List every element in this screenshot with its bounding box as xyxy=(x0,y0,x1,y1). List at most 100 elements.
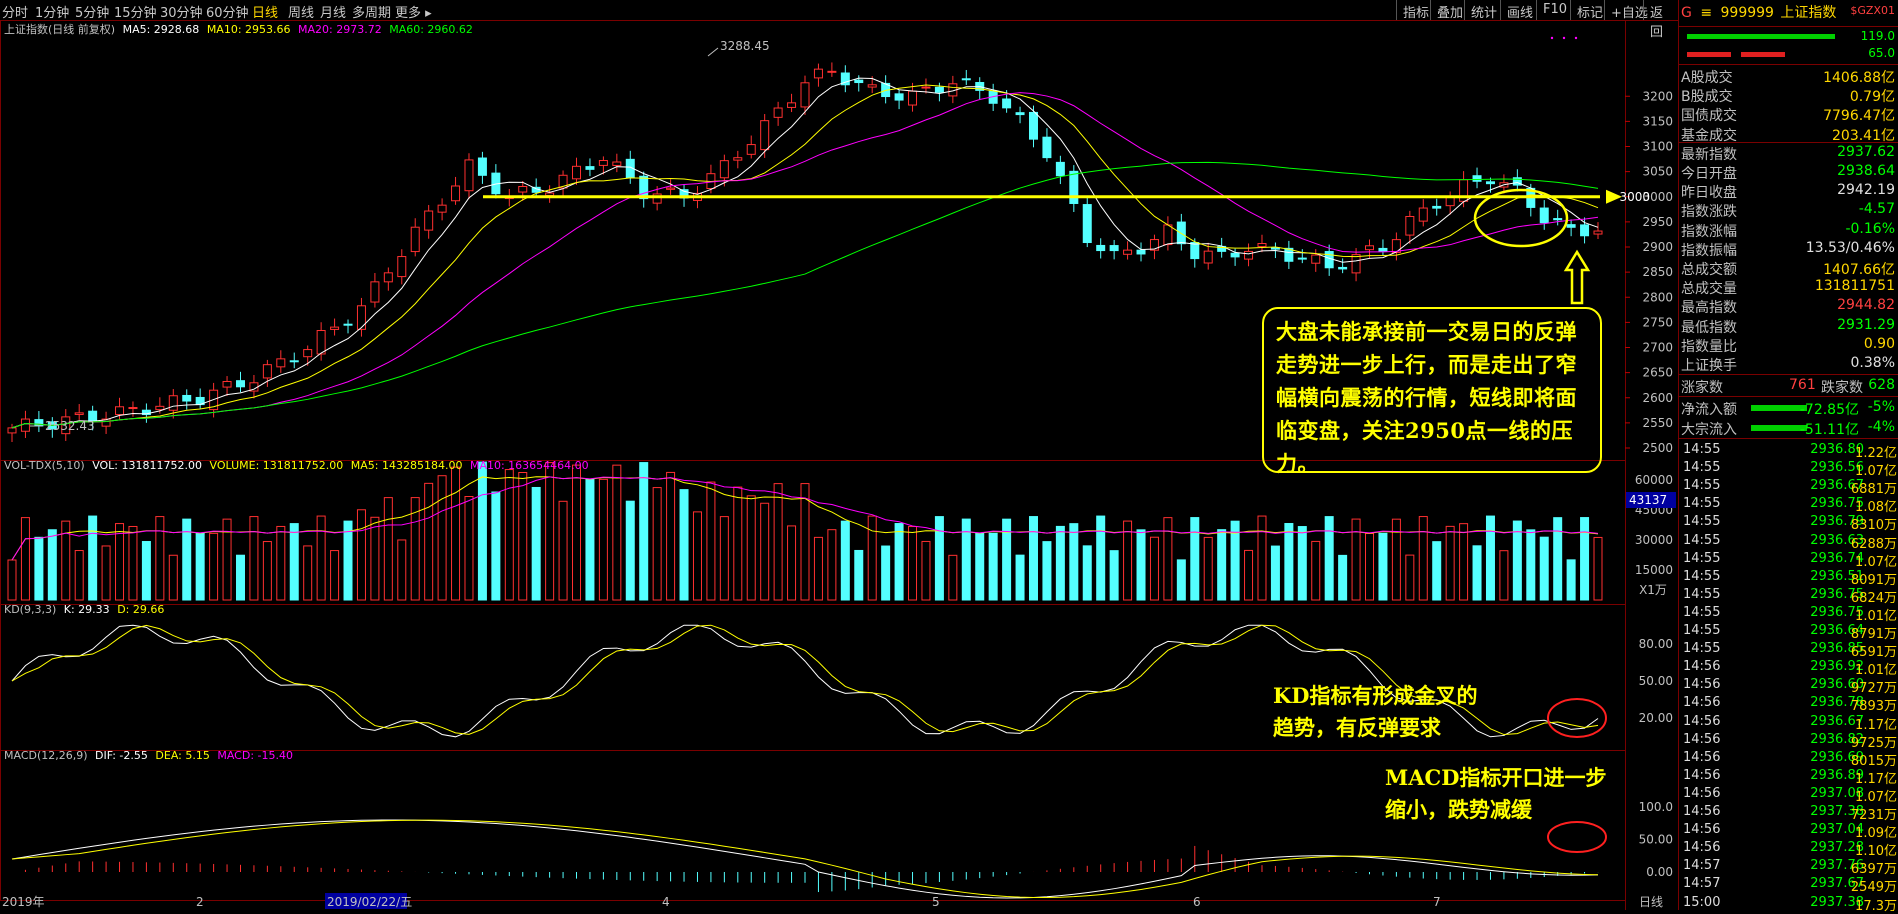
block-inflow-label: 大宗流入 xyxy=(1681,422,1737,438)
quote-label: 上证换手 xyxy=(1681,358,1737,374)
toolbar-right-2[interactable]: 统计 xyxy=(1464,0,1503,21)
quote-label: 指数涨跌 xyxy=(1681,204,1737,221)
volume-bar xyxy=(652,487,662,601)
candle-body xyxy=(1203,250,1213,264)
macd-axis-label: 50.00 xyxy=(1639,833,1673,847)
tick-time: 14:55 xyxy=(1683,550,1721,566)
candle-body xyxy=(235,380,245,388)
quote-label: B股成交 xyxy=(1681,89,1733,106)
toolbar-item-1[interactable]: 1分钟 xyxy=(35,6,70,21)
price-axis-label: 2650 xyxy=(1642,366,1673,380)
volume-bar xyxy=(840,520,850,601)
volume-bar xyxy=(1230,520,1240,601)
k-value: K: 29.33 xyxy=(63,603,110,616)
volume-bar xyxy=(531,486,541,601)
tick-price: 2937.38 xyxy=(1810,804,1864,819)
toolbar-item-8[interactable]: 月线 xyxy=(320,6,347,21)
toolbar-right-5[interactable]: 标记 xyxy=(1570,0,1609,21)
ma10-line xyxy=(11,84,1599,429)
candle-body xyxy=(477,157,487,176)
tick-row: 14:56 2936.60 9727万 xyxy=(1679,676,1898,696)
quote-label: 基金成交 xyxy=(1681,127,1737,144)
toolbar-item-7[interactable]: 周线 xyxy=(288,6,315,21)
tick-volume: 6881万 xyxy=(1850,482,1897,498)
candle-body xyxy=(1418,207,1428,222)
candle-body xyxy=(1472,175,1482,182)
volume-bar xyxy=(1418,516,1428,601)
tick-volume: 1.09亿 xyxy=(1855,826,1897,842)
sell-strength-bar-1 xyxy=(1687,52,1731,57)
quote-label: 最低指数 xyxy=(1681,319,1737,336)
volume-bar xyxy=(47,529,57,601)
price-axis-label: 2500 xyxy=(1642,441,1673,455)
volume-bar xyxy=(477,461,487,601)
volume-bar xyxy=(692,511,702,601)
volume-bar xyxy=(760,502,770,601)
candle-body xyxy=(289,360,299,363)
quote-value: 0.38% xyxy=(1850,355,1895,371)
quote-value: 2938.64 xyxy=(1837,163,1895,179)
candle-body xyxy=(1432,205,1442,209)
candle-body xyxy=(141,409,151,416)
candle-body xyxy=(760,120,770,151)
toolbar-right-4[interactable]: F10 xyxy=(1536,0,1573,20)
candle-body xyxy=(585,166,595,170)
candle-body xyxy=(383,272,393,283)
toolbar-item-0[interactable]: 分时 xyxy=(2,6,29,21)
toolbar-right-6[interactable]: +自选 xyxy=(1604,0,1654,21)
candle-body xyxy=(464,159,474,192)
toolbar-right-3[interactable]: 画线 xyxy=(1500,0,1539,21)
block-inflow-value: -51.11亿 xyxy=(1799,422,1859,438)
candle-body xyxy=(1190,242,1200,260)
volume-bar xyxy=(908,526,918,601)
toolbar-right-1[interactable]: 叠加 xyxy=(1430,0,1469,21)
toolbar-item-9[interactable]: 多周期 xyxy=(352,6,392,21)
candle-body xyxy=(719,160,729,179)
volume-bar xyxy=(1217,529,1227,601)
volume-bar xyxy=(1069,523,1079,601)
volume-bar xyxy=(1136,529,1146,601)
menu-icon[interactable]: ≡ xyxy=(1700,5,1713,21)
tick-price: 2937.38 xyxy=(1810,894,1864,910)
toolbar-right-7[interactable]: 返回 xyxy=(1643,0,1678,40)
tick-time: 14:56 xyxy=(1683,659,1721,675)
toolbar-right-0[interactable]: 指标 xyxy=(1396,0,1435,21)
candle-body xyxy=(1270,247,1280,250)
toolbar-item-5[interactable]: 60分钟 xyxy=(206,6,249,21)
tick-price: 2936.78 xyxy=(1810,695,1864,711)
volume-bars xyxy=(7,461,1603,601)
toolbar-item-3[interactable]: 15分钟 xyxy=(114,6,157,21)
candle-body xyxy=(934,86,944,93)
volume-bar xyxy=(491,491,501,601)
volume-bar xyxy=(249,516,259,601)
tick-row: 15:00 2937.38 17.3万 xyxy=(1679,894,1898,914)
up-label: 涨家数 xyxy=(1681,380,1723,396)
tick-row: 14:55 2936.74 1.07亿 xyxy=(1679,550,1898,570)
d-line xyxy=(11,624,1599,736)
volume-bar xyxy=(1002,518,1012,601)
volume-bar xyxy=(451,466,461,601)
volume-bar xyxy=(155,516,165,601)
volume-bar xyxy=(370,516,380,601)
toolbar-item-2[interactable]: 5分钟 xyxy=(75,6,110,21)
volume-bar xyxy=(867,515,877,601)
tick-price: 2936.74 xyxy=(1810,550,1864,566)
low-label: 2532.43 xyxy=(45,419,95,433)
quote-label: 指数涨幅 xyxy=(1681,223,1737,240)
volume-bar xyxy=(1512,520,1522,601)
toolbar-item-10[interactable]: 更多 ▸ xyxy=(395,6,432,21)
tick-time: 14:55 xyxy=(1683,496,1721,512)
quote-row: 最高指数 2944.82 xyxy=(1679,296,1898,316)
toolbar-item-6[interactable]: 日线 xyxy=(252,6,279,21)
volume-bar xyxy=(1553,517,1563,601)
volume-bar xyxy=(787,525,797,601)
volume-bar xyxy=(988,532,998,601)
toolbar-item-4[interactable]: 30分钟 xyxy=(160,6,203,21)
tick-row: 14:56 2936.92 1.01亿 xyxy=(1679,658,1898,678)
vol-marker-bg xyxy=(1626,492,1676,508)
quote-row: 最低指数 2931.29 xyxy=(1679,316,1898,336)
volume-bar xyxy=(639,462,649,601)
macd-axis-label: 100.0 xyxy=(1639,800,1673,814)
chart-canvas[interactable]: 3200315031003050300029502900285028002750… xyxy=(0,20,1678,910)
tick-row: 14:56 2936.89 1.17亿 xyxy=(1679,767,1898,787)
